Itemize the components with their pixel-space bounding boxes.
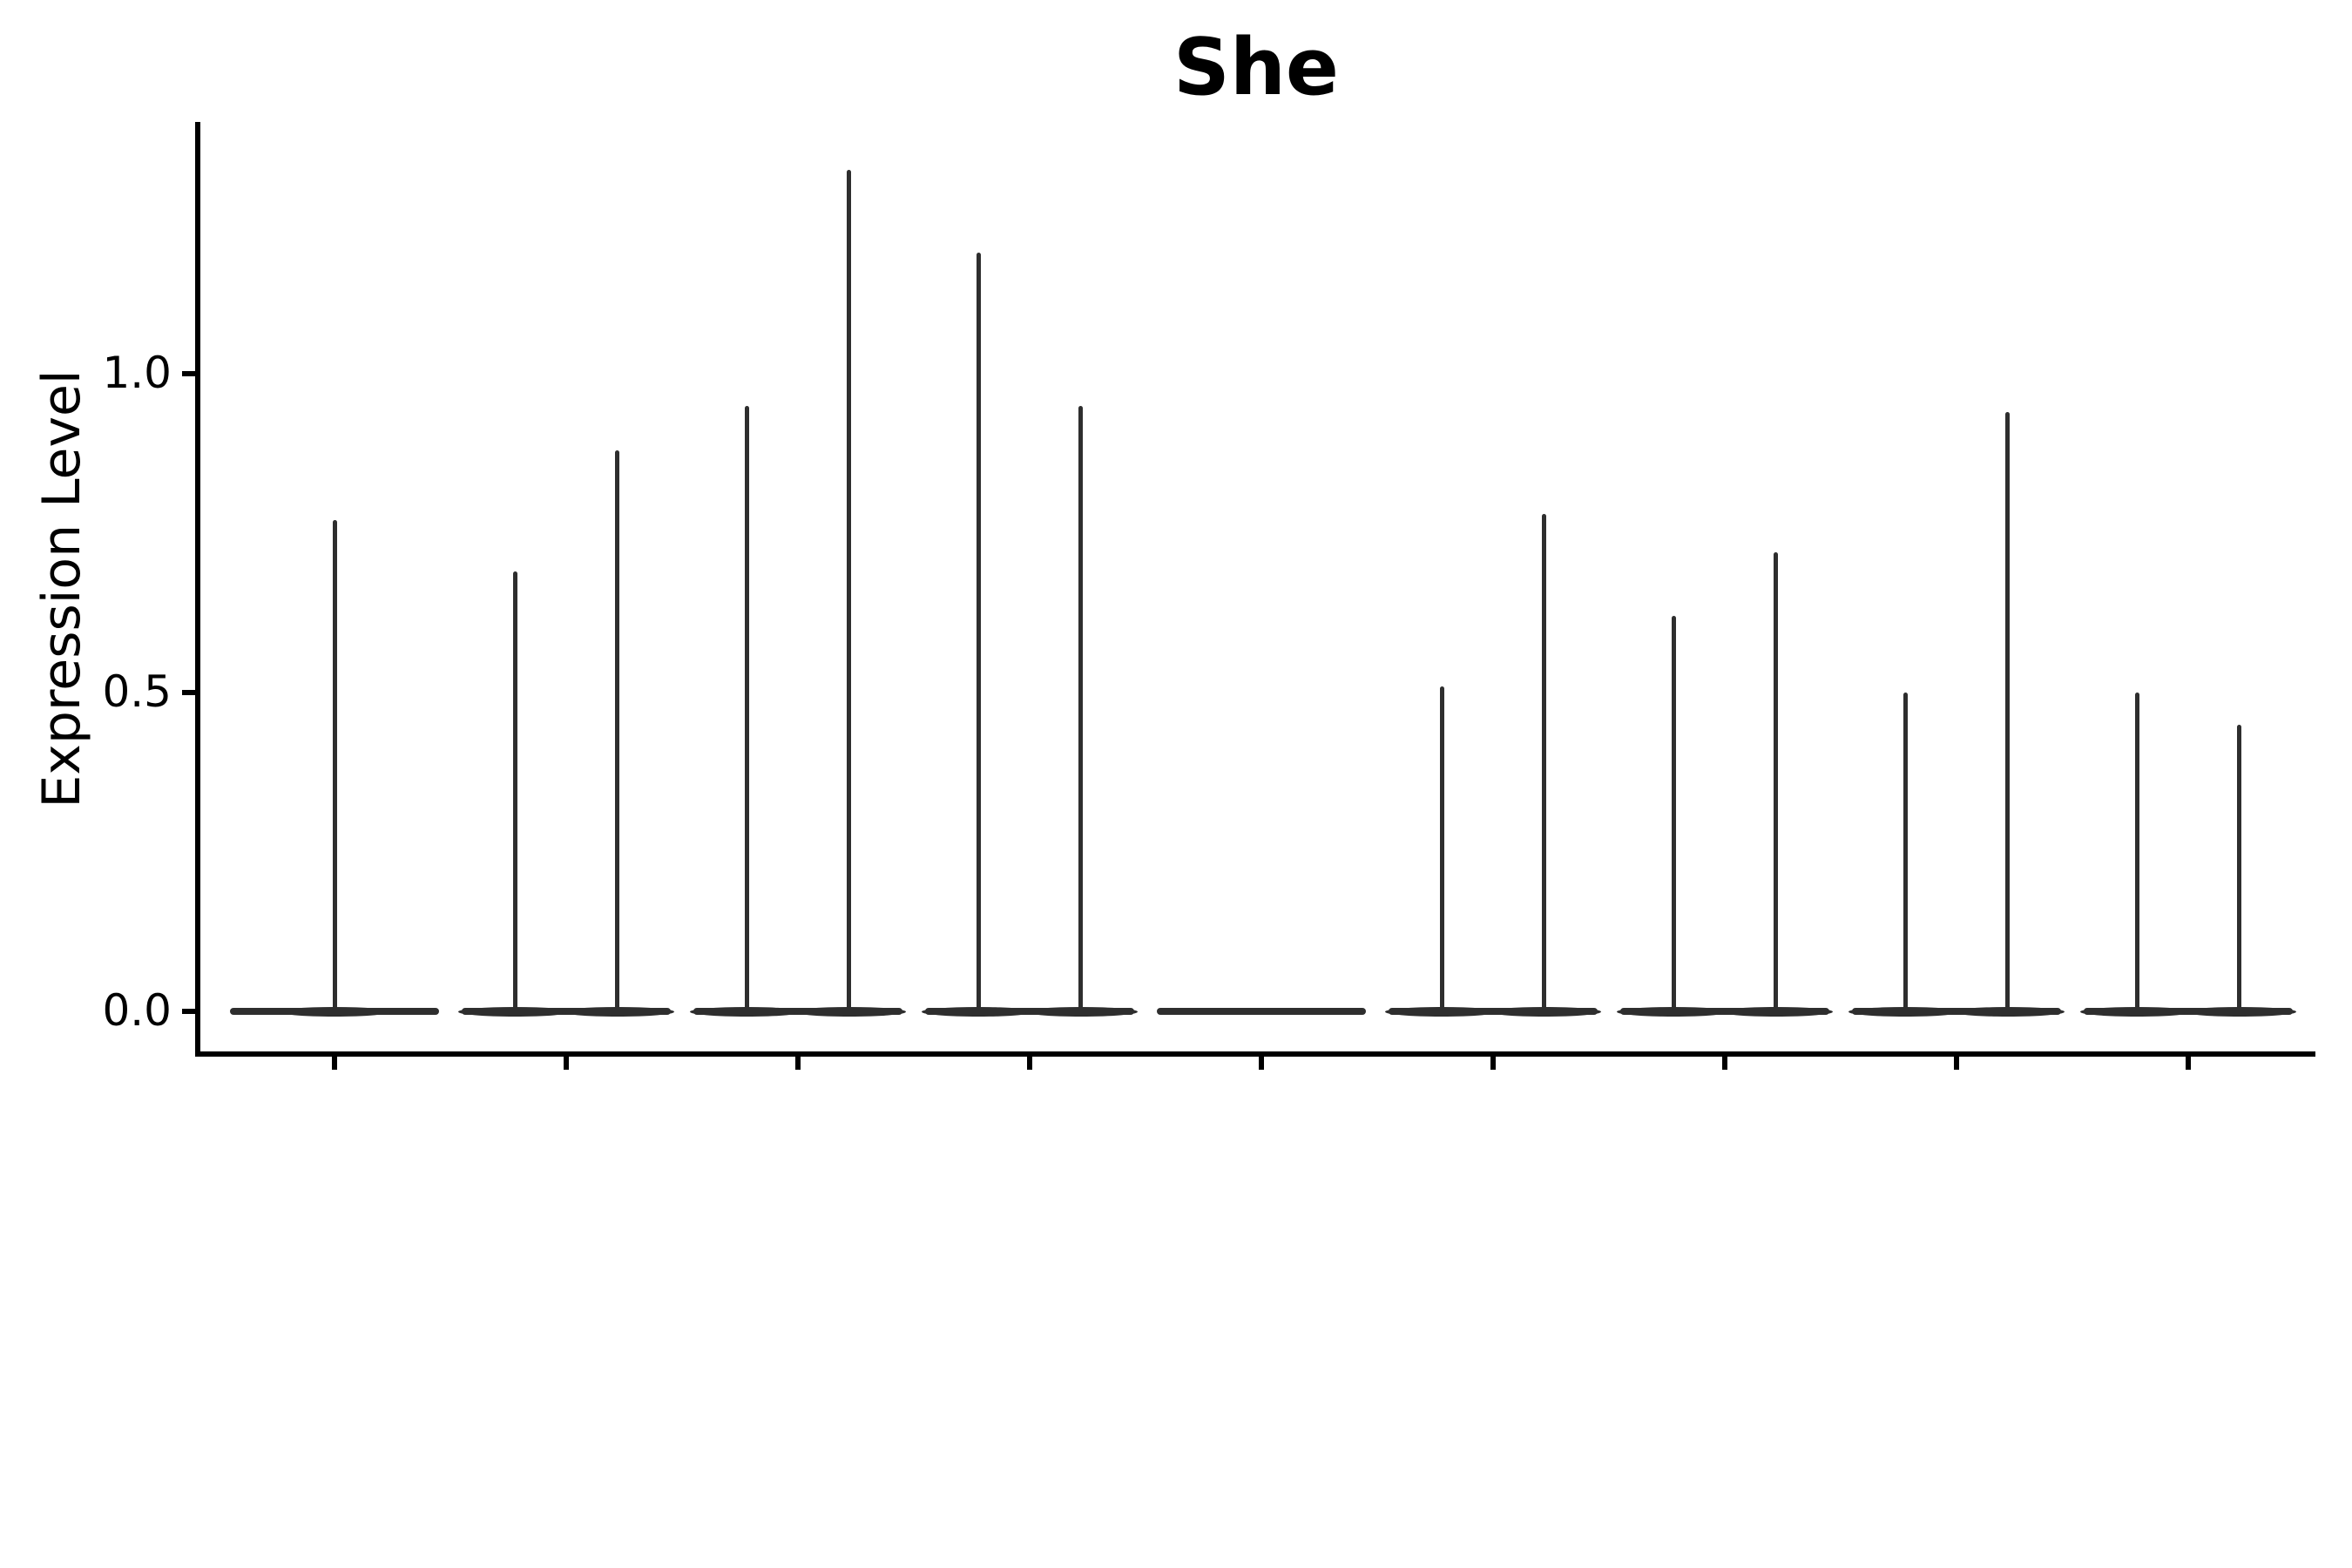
violin-base-bump bbox=[278, 1006, 391, 1017]
x-tick bbox=[1027, 1057, 1032, 1070]
x-tick bbox=[564, 1057, 569, 1070]
violin-base-bump bbox=[1487, 1006, 1601, 1017]
violin-base-bump bbox=[1024, 1006, 1138, 1017]
violin-base-bump bbox=[2182, 1006, 2296, 1017]
x-tick bbox=[2186, 1057, 2191, 1070]
y-tick-label: 1.0 bbox=[102, 347, 172, 398]
violin-spike bbox=[2134, 693, 2139, 1010]
violin-spike bbox=[1439, 686, 1444, 1010]
x-tick bbox=[1954, 1057, 1959, 1070]
violin-base-bump bbox=[458, 1006, 572, 1017]
x-tick bbox=[1722, 1057, 1727, 1070]
violin-base-bump bbox=[1848, 1006, 1963, 1017]
violin-base-bump bbox=[792, 1006, 906, 1017]
violin-spike bbox=[847, 169, 852, 1010]
violin-base-bump bbox=[560, 1006, 674, 1017]
violin-spike bbox=[2237, 724, 2242, 1010]
violin-base-bump bbox=[1950, 1006, 2065, 1017]
y-tick bbox=[182, 371, 195, 376]
violin-spike bbox=[512, 571, 517, 1010]
violin-base-bump bbox=[1385, 1006, 1499, 1017]
violin-base-bump bbox=[2080, 1006, 2194, 1017]
violin-base-bump bbox=[1617, 1006, 1731, 1017]
violin-base bbox=[1157, 1008, 1366, 1015]
left-axis-spine bbox=[195, 122, 200, 1057]
violin-spike bbox=[1078, 405, 1084, 1010]
violin-spike bbox=[1903, 693, 1908, 1010]
x-tick bbox=[795, 1057, 801, 1070]
violin-spike bbox=[2005, 411, 2011, 1010]
x-tick bbox=[1490, 1057, 1496, 1070]
y-axis-label: Expression Level bbox=[31, 369, 92, 808]
y-tick-label: 0.5 bbox=[102, 666, 172, 717]
violin-spike bbox=[744, 405, 749, 1010]
y-tick bbox=[182, 1009, 195, 1014]
violin-spike bbox=[615, 449, 620, 1010]
y-tick-label: 0.0 bbox=[102, 984, 172, 1036]
violin-spike bbox=[332, 520, 337, 1010]
violin-spike bbox=[976, 252, 981, 1010]
violin-base-bump bbox=[1719, 1006, 1833, 1017]
violin-base-bump bbox=[922, 1006, 1036, 1017]
violin-spike bbox=[1774, 551, 1779, 1010]
chart-title: She bbox=[1173, 22, 1339, 113]
x-tick bbox=[332, 1057, 337, 1070]
x-tick bbox=[1259, 1057, 1264, 1070]
y-tick bbox=[182, 690, 195, 695]
bottom-axis-spine bbox=[195, 1051, 2315, 1057]
violin-base-bump bbox=[690, 1006, 804, 1017]
violin-spike bbox=[1542, 514, 1547, 1010]
violin-spike bbox=[1671, 616, 1676, 1010]
